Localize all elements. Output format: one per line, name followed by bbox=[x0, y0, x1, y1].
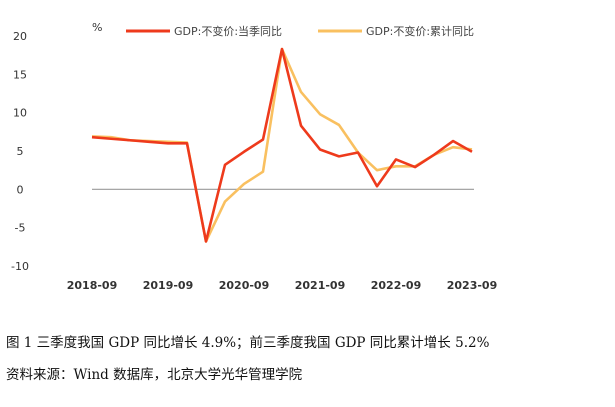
x-tick-label: 2022-09 bbox=[371, 279, 422, 292]
series-line-1 bbox=[91, 47, 473, 243]
x-tick-label: 2019-09 bbox=[143, 279, 194, 292]
y-tick-label: 5 bbox=[17, 145, 24, 158]
y-tick-label: 20 bbox=[13, 30, 27, 43]
legend-label: GDP:不变价:累计同比 bbox=[366, 24, 474, 38]
y-tick-label: 15 bbox=[13, 68, 27, 81]
x-tick-label: 2020-09 bbox=[219, 279, 270, 292]
y-tick-label: -10 bbox=[11, 260, 29, 273]
series-line-2 bbox=[91, 47, 473, 243]
y-tick-label: 0 bbox=[17, 183, 24, 196]
figure-caption: 图 1 三季度我国 GDP 同比增长 4.9%；前三季度我国 GDP 同比累计增… bbox=[6, 335, 490, 351]
x-tick-label: 2021-09 bbox=[295, 279, 346, 292]
unit-label: % bbox=[92, 21, 102, 34]
y-tick-label: 10 bbox=[13, 107, 27, 120]
source-note: 资料来源：Wind 数据库，北京大学光华管理学院 bbox=[6, 367, 303, 383]
x-tick-label: 2018-09 bbox=[67, 279, 118, 292]
gdp-line-chart: 20 15 10 5 0 -5 -10% 2018-09 2019-09 2020-09 2021-… bbox=[11, 21, 498, 292]
y-tick-label: -5 bbox=[15, 222, 26, 235]
x-tick-label: 2023-09 bbox=[447, 279, 498, 292]
legend-label: GDP:不变价:当季同比 bbox=[174, 24, 282, 38]
